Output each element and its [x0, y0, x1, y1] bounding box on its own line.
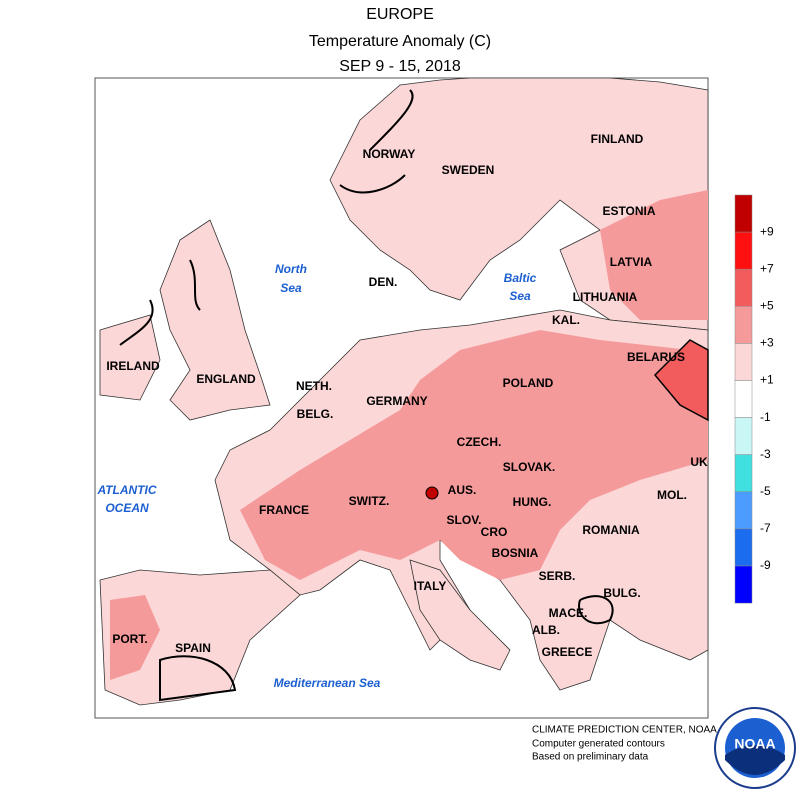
country-label: FINLAND — [591, 132, 644, 146]
legend-label: -3 — [760, 447, 771, 461]
country-label: CZECH. — [457, 435, 502, 449]
credit: CLIMATE PREDICTION CENTER, NOAA — [532, 725, 717, 736]
sea-labels: North Sea Baltic Sea ATLANTIC OCEAN Medi… — [96, 262, 536, 690]
legend-label: +5 — [760, 298, 774, 312]
country-label: IRELAND — [106, 359, 160, 373]
country-label: DEN. — [369, 275, 398, 289]
country-label: ESTONIA — [602, 204, 655, 218]
legend-swatch — [734, 528, 753, 567]
country-label: BELG. — [297, 407, 334, 421]
country-label: ITALY — [414, 579, 447, 593]
legend-swatch — [734, 231, 753, 270]
legend-label: +1 — [760, 373, 774, 387]
country-label: POLAND — [503, 376, 554, 390]
legend-swatch — [734, 306, 753, 344]
country-label: GREECE — [542, 645, 593, 659]
map — [94, 77, 709, 719]
country-label: MACE. — [549, 606, 588, 620]
legend-label: -9 — [760, 558, 771, 572]
country-label: SLOV. — [447, 513, 482, 527]
sea-label: Baltic — [504, 271, 537, 285]
country-label: FRANCE — [259, 503, 309, 517]
country-label: ALB. — [532, 623, 560, 637]
legend-swatch — [734, 454, 753, 493]
sea-label: Mediterranean Sea — [274, 676, 381, 690]
country-label: SWEDEN — [442, 163, 495, 177]
legend-label: +7 — [760, 261, 774, 275]
legend-label: +3 — [760, 336, 774, 350]
legend-swatch — [734, 417, 753, 455]
sea-label: OCEAN — [105, 501, 149, 515]
country-label: BULG. — [603, 586, 640, 600]
legend-label: -5 — [760, 484, 771, 498]
country-label: BOSNIA — [492, 546, 539, 560]
legend-swatch — [734, 343, 753, 381]
country-label: CRO — [481, 525, 508, 539]
legend-swatch — [734, 380, 753, 418]
period: SEP 9 - 15, 2018 — [339, 58, 461, 75]
country-label: HUNG. — [513, 495, 552, 509]
noaa-logo: NOAA — [714, 707, 796, 789]
country-label: SERB. — [539, 569, 576, 583]
country-label: SWITZ. — [349, 494, 390, 508]
country-label: BELARUS — [627, 350, 685, 364]
logo-text: NOAA — [734, 736, 775, 752]
sea-label: Sea — [509, 289, 531, 303]
country-label: GERMANY — [366, 394, 427, 408]
country-label: SLOVAK. — [503, 460, 555, 474]
country-label: LATVIA — [610, 255, 653, 269]
sea-label: Sea — [280, 281, 302, 295]
credit: Based on preliminary data — [532, 752, 649, 763]
legend-swatch — [734, 565, 753, 604]
credit: Computer generated contours — [532, 739, 665, 750]
legend-swatch — [734, 268, 753, 307]
subtitle: Temperature Anomaly (C) — [309, 33, 491, 50]
title: EUROPE — [366, 6, 434, 23]
country-label: NORWAY — [363, 147, 416, 161]
legend-swatch — [734, 491, 753, 530]
country-label: KAL. — [552, 313, 580, 327]
legend-swatch — [734, 194, 753, 233]
country-label: AUS. — [448, 483, 477, 497]
country-label: ROMANIA — [582, 523, 640, 537]
legend-label: +9 — [760, 224, 774, 238]
country-label: ENGLAND — [196, 372, 256, 386]
legend-label: -1 — [760, 410, 771, 424]
country-labels: NORWAY SWEDEN FINLAND ESTONIA LATVIA LITHUANI… — [106, 132, 708, 659]
country-label: MOL. — [657, 488, 687, 502]
country-label: LITHUANIA — [573, 290, 638, 304]
country-label: SPAIN — [175, 641, 211, 655]
legend-label: -7 — [760, 521, 771, 535]
sea-label: North — [275, 262, 307, 276]
sea-label: ATLANTIC — [96, 483, 156, 497]
country-label: PORT. — [112, 632, 147, 646]
country-label: UK — [690, 455, 708, 469]
legend: +9 +7 +5 +3 +1 -1 -3 -5 -7 -9 — [734, 194, 774, 604]
country-label: NETH. — [296, 379, 332, 393]
